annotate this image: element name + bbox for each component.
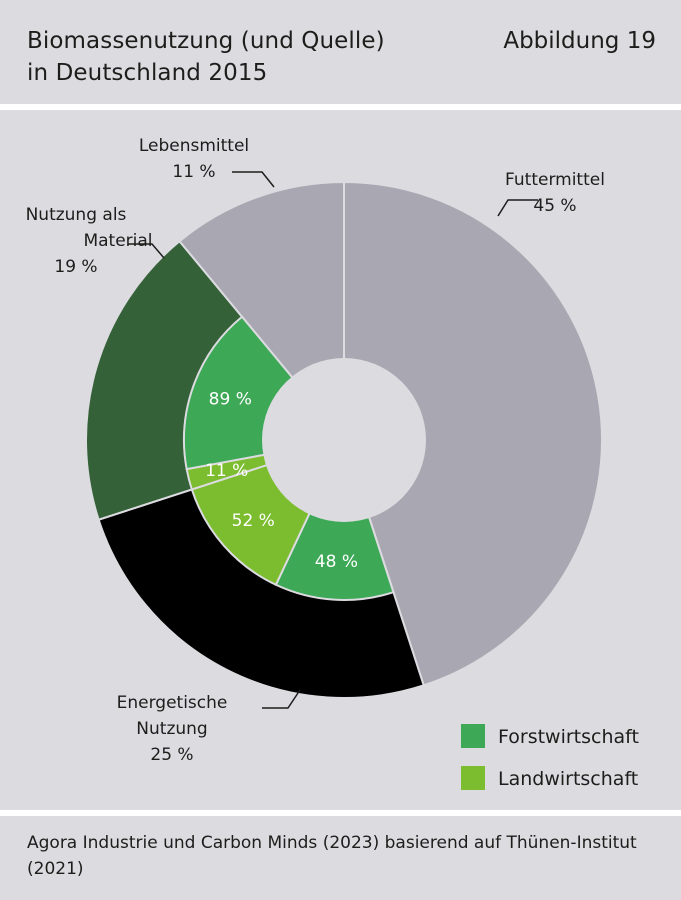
inner-value-label: 52 % xyxy=(232,511,275,531)
figure-label: Abbildung 19 xyxy=(503,28,656,54)
inner-value-label: 89 % xyxy=(209,390,252,410)
leader-line xyxy=(262,689,301,709)
outer-category-label: Nutzung als xyxy=(26,205,127,225)
outer-category-label: Energetische xyxy=(117,693,228,713)
inner-value-label: 48 % xyxy=(315,552,358,572)
leader-line xyxy=(128,243,165,259)
leader-line xyxy=(497,199,538,217)
outer-value-label: 19 % xyxy=(54,257,97,277)
outer-category-label: Material xyxy=(83,231,152,251)
donut-chart: 48 % 52 % 11 % 89 % Futtermittel 45 % Energeti… xyxy=(26,136,639,790)
chart-title: Biomassenutzung (und Quelle) in Deutschl… xyxy=(27,28,385,86)
outer-category-label: Lebensmittel xyxy=(139,136,249,156)
outer-value-label: 11 % xyxy=(172,162,215,182)
donut-hole xyxy=(262,358,426,522)
legend-swatch-forstwirtschaft xyxy=(461,724,485,748)
legend-label-forstwirtschaft: Forstwirtschaft xyxy=(498,726,639,748)
outer-category-label: Futtermittel xyxy=(505,170,605,190)
legend-label-landwirtschaft: Landwirtschaft xyxy=(498,768,638,790)
footer: Agora Industrie und Carbon Minds (2023) … xyxy=(0,816,681,900)
leader-line xyxy=(232,171,275,188)
inner-value-label: 11 % xyxy=(205,461,248,481)
legend-swatch-landwirtschaft xyxy=(461,766,485,790)
outer-category-label: Nutzung xyxy=(136,719,207,739)
outer-value-label: 45 % xyxy=(533,196,576,216)
outer-value-label: 25 % xyxy=(150,745,193,765)
chart-area: 48 % 52 % 11 % 89 % Futtermittel 45 % Energeti… xyxy=(0,110,681,810)
source-note: Agora Industrie und Carbon Minds (2023) … xyxy=(27,833,637,879)
header: Biomassenutzung (und Quelle) in Deutschl… xyxy=(0,0,681,104)
slice-futtermittel xyxy=(343,180,603,687)
